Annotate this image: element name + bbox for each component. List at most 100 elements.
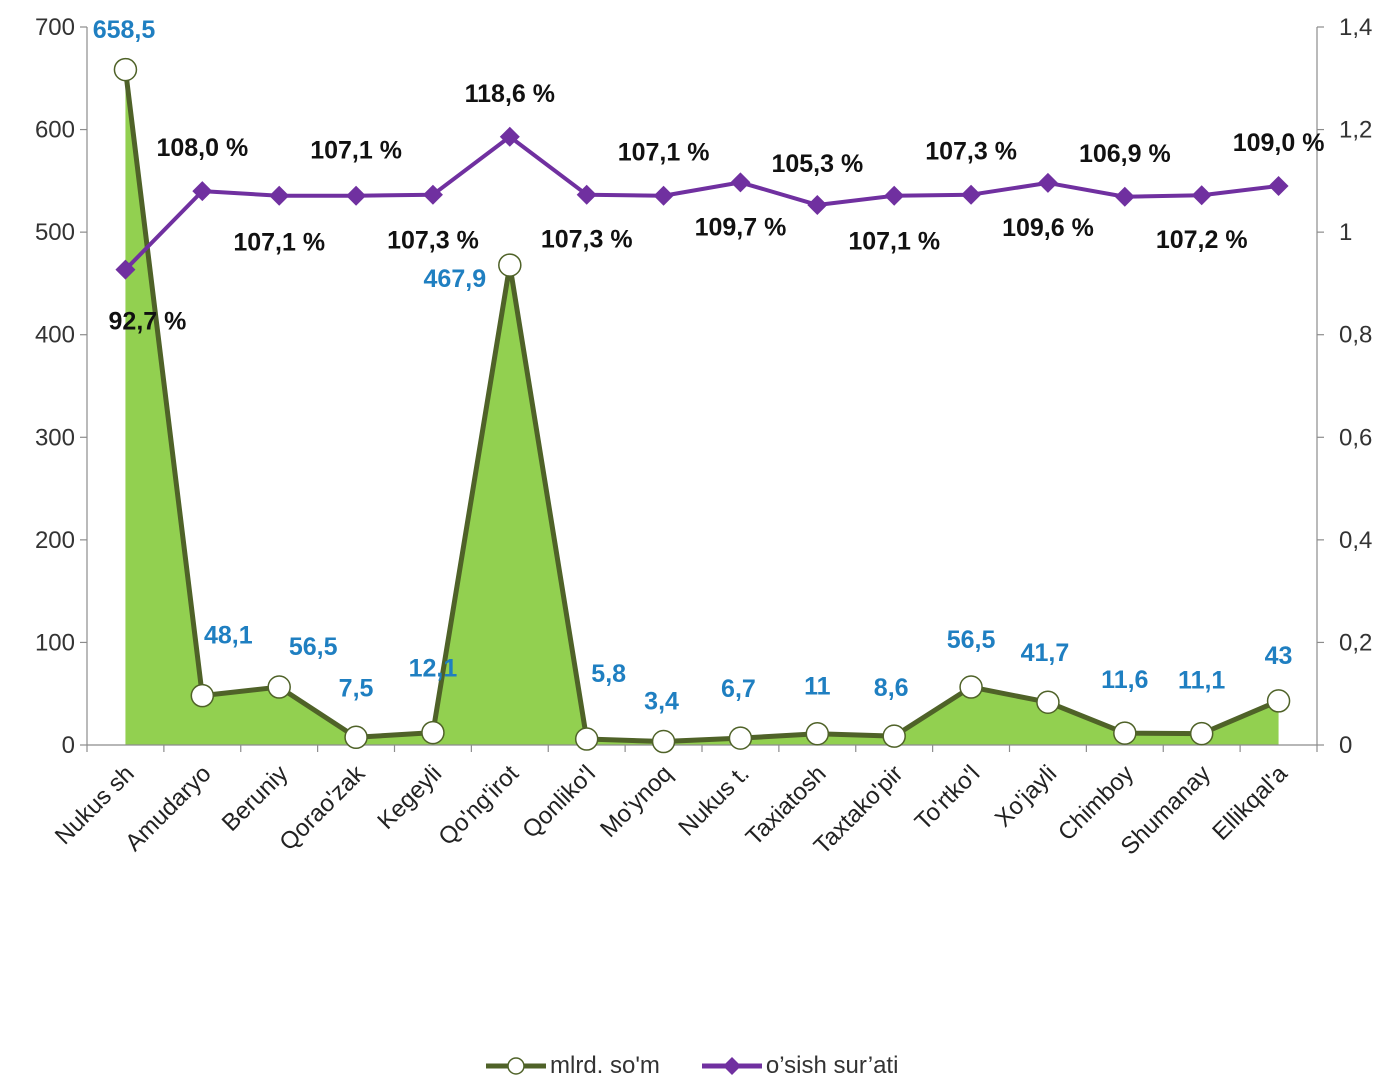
data-label-growth: 107,2 % <box>1156 226 1248 254</box>
legend-item-growth: o’sish sur’ati <box>700 1052 899 1080</box>
lines-layer <box>122 69 1280 745</box>
data-label-value: 48,1 <box>204 622 253 650</box>
data-point-value <box>113 57 138 82</box>
y-right-tick-label: 0,8 <box>1339 322 1372 349</box>
data-label-value: 56,5 <box>289 633 338 661</box>
data-label-value: 8,6 <box>874 674 909 702</box>
data-label-growth: 109,0 % <box>1233 129 1325 157</box>
legend-item-value: mlrd. so'm <box>484 1052 660 1080</box>
data-point-growth <box>653 185 674 206</box>
y-right-tick-label: 1 <box>1339 219 1352 246</box>
y-right-tick-label: 0,4 <box>1339 527 1372 554</box>
legend-swatch-growth <box>701 1057 762 1075</box>
data-label-growth: 107,3 % <box>925 138 1017 166</box>
data-label-growth: 107,1 % <box>848 228 940 256</box>
data-label-value: 7,5 <box>339 674 374 702</box>
y-left-tick-label: 400 <box>35 322 75 349</box>
data-point-growth <box>115 259 136 280</box>
category-label: Qorao'zak <box>274 759 371 856</box>
data-label-value: 11 <box>804 673 831 701</box>
data-point-value <box>344 725 368 750</box>
category-label: To'rtko'l <box>910 760 986 836</box>
y-right-tick-label: 0,2 <box>1339 629 1372 656</box>
y-left-tick-label: 500 <box>35 219 75 246</box>
data-point-value <box>498 253 522 277</box>
data-label-growth: 107,3 % <box>387 227 479 255</box>
data-point-growth <box>884 185 905 206</box>
y-left-tick-label: 600 <box>35 117 75 144</box>
data-point-value <box>190 683 215 708</box>
data-point-growth <box>422 184 443 205</box>
category-label: Mo'ynoq <box>595 760 678 843</box>
data-label-value: 11,6 <box>1101 666 1148 694</box>
series-line-growth <box>124 134 1279 271</box>
data-label-value: 56,5 <box>947 626 996 654</box>
data-label-growth: 107,1 % <box>233 229 325 257</box>
data-label-value: 3,4 <box>644 688 679 716</box>
data-label-growth: 118,6 % <box>465 80 555 108</box>
series-line-value <box>122 69 1280 745</box>
legend-swatch-value <box>486 1057 546 1075</box>
markers-layer <box>113 57 1291 754</box>
category-label: Ellikqal'a <box>1207 760 1293 846</box>
category-label: Qo'ng'irot <box>433 760 524 851</box>
category-label: Qonliko'l <box>517 760 601 844</box>
y-right-tick-label: 0,6 <box>1339 424 1372 451</box>
chart-svg: 0 100 200 300 400 500 600 700 0 0,2 0,4 0,6 0,8 1 1,2 1… <box>35 14 1372 860</box>
legend-label-growth: o’sish sur’ati <box>765 1052 899 1079</box>
data-point-growth <box>192 181 213 202</box>
category-label: Beruniy <box>217 760 294 837</box>
data-point-value <box>1266 689 1291 713</box>
data-point-value <box>959 675 983 699</box>
data-label-growth: 92,7 % <box>109 308 187 336</box>
category-label: Kegeyli <box>372 760 447 835</box>
data-point-growth <box>1191 185 1212 206</box>
data-point-growth <box>499 126 520 147</box>
y-right-tick-label: 1,4 <box>1339 14 1372 41</box>
data-point-value <box>421 720 445 745</box>
y-right-tick-label: 0 <box>1339 732 1352 759</box>
category-label: Xo'jayli <box>990 760 1062 832</box>
y-left-tick-label: 200 <box>35 527 75 554</box>
data-label-value: 11,1 <box>1178 667 1225 695</box>
data-label-value: 41,7 <box>1021 639 1070 667</box>
y-right-tick-label: 1,2 <box>1339 117 1372 144</box>
data-label-growth: 108,0 % <box>156 134 248 162</box>
data-point-growth <box>1114 186 1135 207</box>
data-point-growth <box>1037 172 1058 193</box>
data-point-growth <box>1268 175 1289 196</box>
data-point-value <box>651 729 676 754</box>
data-label-value: 5,8 <box>591 660 626 688</box>
data-point-value <box>267 675 291 699</box>
data-label-growth: 109,7 % <box>695 213 787 241</box>
data-label-growth: 107,3 % <box>541 226 633 254</box>
data-label-growth: 105,3 % <box>771 150 863 178</box>
y-left-tick-label: 300 <box>35 424 75 451</box>
data-point-growth <box>346 185 367 206</box>
data-label-growth: 107,1 % <box>618 139 710 167</box>
data-point-value <box>1189 721 1214 746</box>
y-left-tick-label: 700 <box>35 14 75 41</box>
data-point-growth <box>576 184 597 205</box>
data-point-growth <box>730 172 751 193</box>
data-label-value: 6,7 <box>721 675 756 703</box>
data-point-value <box>1036 690 1060 714</box>
data-label-value: 467,9 <box>424 265 487 293</box>
data-point-value <box>805 721 830 746</box>
data-label-value: 658,5 <box>93 16 156 44</box>
data-point-growth <box>807 194 828 215</box>
data-label-value: 43 <box>1265 642 1293 670</box>
data-point-value <box>1113 721 1137 745</box>
data-label-growth: 109,6 % <box>1002 214 1094 242</box>
legend-label-value: mlrd. so'm <box>550 1052 660 1079</box>
data-point-value <box>574 727 599 751</box>
chart-legend: mlrd. so'm o’sish sur’ati <box>484 1050 898 1082</box>
data-label-growth: 107,1 % <box>310 137 402 165</box>
data-label-value: 12,1 <box>409 655 458 683</box>
data-point-growth <box>961 184 982 205</box>
data-label-growth: 106,9 % <box>1079 140 1171 168</box>
y-left-tick-label: 0 <box>62 732 75 759</box>
y-left-tick-label: 100 <box>35 629 75 656</box>
